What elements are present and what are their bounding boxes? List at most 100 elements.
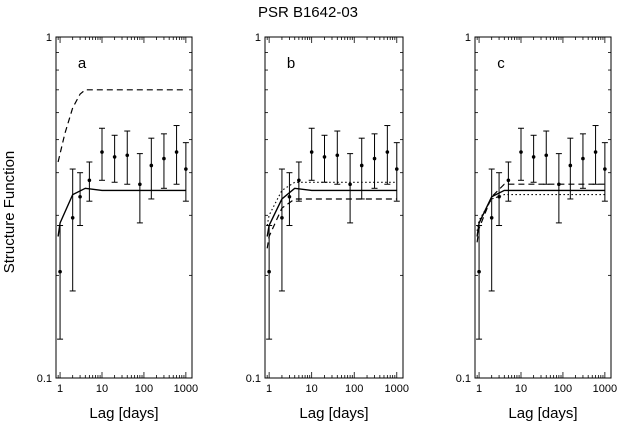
data-point — [506, 178, 511, 183]
data-point — [162, 156, 166, 161]
data-point — [149, 163, 154, 168]
x-axis-label: Lag [days] — [508, 405, 577, 422]
x-tick-label: 1 — [266, 383, 272, 395]
data-point-group — [518, 127, 524, 181]
data-point-group — [69, 168, 76, 292]
x-tick-label: 1 — [476, 383, 482, 395]
model-curve-dashed — [476, 183, 605, 243]
y-ticks: 0.11 — [37, 32, 192, 385]
y-tick-label: 0.1 — [37, 373, 52, 385]
data-point-group — [136, 153, 143, 224]
data-point-group — [111, 134, 118, 183]
data-point — [394, 167, 399, 171]
data-point-group — [286, 172, 293, 227]
data-point-group — [347, 153, 354, 224]
y-tick-label: 0.1 — [246, 373, 261, 385]
data-point — [603, 167, 607, 171]
data-point-group — [173, 125, 180, 185]
data-point-group — [295, 161, 302, 202]
panel-letter: c — [497, 55, 505, 72]
data-point — [348, 182, 352, 187]
data-point-group — [77, 172, 84, 227]
x-tick-label: 1000 — [593, 383, 617, 395]
observed-points — [57, 125, 189, 340]
data-point — [287, 194, 292, 199]
data-point-group — [266, 225, 273, 340]
data-point-group — [555, 153, 562, 224]
panel-frame — [264, 36, 404, 379]
model-curve-dashed — [266, 198, 397, 249]
y-tick-label: 0.1 — [456, 373, 471, 385]
data-point — [112, 155, 117, 159]
data-point-group — [476, 225, 483, 340]
x-tick-label: 1 — [57, 383, 63, 395]
panel-frame — [55, 36, 193, 379]
x-tick-label: 10 — [306, 383, 318, 395]
data-point — [78, 194, 82, 199]
data-point-group — [124, 130, 131, 185]
x-ticks: 1 10 100 1000 — [474, 37, 617, 395]
data-point — [531, 155, 536, 159]
data-point — [174, 150, 179, 154]
data-point-group — [160, 133, 167, 189]
panel-letter: b — [287, 55, 295, 72]
x-tick-label: 1000 — [174, 383, 198, 395]
data-point-group — [384, 125, 391, 185]
data-point — [544, 153, 549, 158]
data-point — [372, 156, 377, 161]
data-point-group — [530, 134, 537, 183]
observed-points — [266, 125, 400, 340]
y-tick-label: 1 — [46, 32, 52, 44]
data-point — [87, 178, 92, 183]
data-point-group — [393, 142, 400, 202]
data-point — [477, 269, 481, 274]
model-curve-dashed — [57, 89, 186, 163]
data-point-group — [334, 130, 341, 185]
data-point — [519, 150, 523, 154]
x-tick-label: 1000 — [385, 383, 409, 395]
data-point — [322, 155, 327, 159]
data-point-group — [148, 137, 155, 200]
y-tick-label: 1 — [465, 32, 471, 44]
model-curve-dotted — [476, 194, 605, 232]
data-point — [335, 153, 340, 158]
data-point — [297, 178, 301, 183]
data-point-group — [278, 168, 285, 292]
data-point — [385, 150, 390, 154]
data-point-group — [488, 168, 495, 292]
data-point — [58, 269, 62, 274]
data-point-group — [496, 172, 503, 227]
x-ticks: 1 10 100 1000 — [55, 37, 198, 395]
data-point-group — [321, 134, 328, 183]
data-point-group — [371, 133, 378, 189]
data-point — [267, 269, 271, 274]
data-point-group — [543, 130, 550, 185]
y-axis-label: Structure Function — [1, 151, 18, 274]
data-point-group — [99, 127, 105, 181]
data-point-group — [358, 137, 365, 200]
panel-frame — [474, 36, 612, 379]
data-point — [280, 215, 284, 220]
data-point — [359, 163, 364, 168]
x-tick-label: 10 — [96, 383, 108, 395]
model-curve-solid — [57, 187, 186, 237]
data-point — [70, 215, 75, 220]
model-curve-solid — [266, 187, 397, 237]
y-ticks: 0.11 — [456, 32, 611, 385]
data-point-group — [592, 125, 599, 185]
data-point — [568, 163, 573, 168]
data-point-group — [579, 133, 586, 189]
x-tick-label: 100 — [554, 383, 572, 395]
x-ticks: 1 10 100 1000 — [264, 37, 409, 395]
data-point — [138, 182, 142, 187]
data-point-group — [308, 127, 315, 181]
data-point-group — [601, 142, 608, 202]
data-point — [557, 182, 561, 187]
data-point — [489, 215, 494, 220]
data-point-group — [57, 225, 64, 340]
